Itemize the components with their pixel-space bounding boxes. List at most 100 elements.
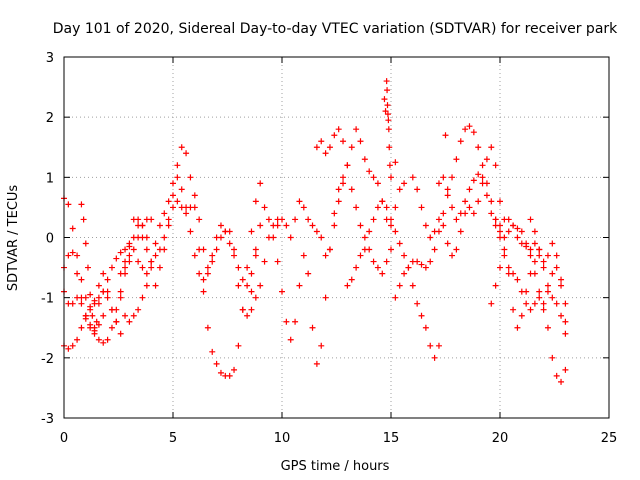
data-point (95, 321, 102, 328)
data-point (497, 198, 503, 205)
data-point (257, 180, 264, 187)
data-point (385, 126, 392, 133)
data-point (340, 174, 347, 181)
data-point (340, 180, 347, 187)
data-point (479, 180, 486, 187)
data-point (385, 117, 392, 124)
data-point (381, 96, 388, 103)
data-point (431, 246, 438, 253)
data-point (279, 216, 285, 223)
data-point (200, 246, 207, 253)
data-point (305, 270, 312, 277)
data-point (549, 354, 556, 361)
data-point (344, 282, 351, 289)
data-point (518, 240, 525, 247)
data-point (91, 324, 98, 331)
data-point (396, 186, 403, 193)
data-point (440, 174, 447, 181)
data-point (331, 210, 338, 217)
data-point (300, 204, 307, 211)
data-point (531, 258, 538, 265)
data-point (470, 177, 477, 184)
data-point (93, 318, 100, 325)
data-point (322, 294, 329, 301)
data-point (536, 288, 543, 295)
data-point (252, 294, 259, 301)
data-point (418, 261, 425, 268)
data-point (65, 201, 72, 208)
data-point (318, 234, 325, 241)
data-point (475, 144, 482, 151)
data-points (61, 78, 569, 385)
data-point (95, 336, 102, 343)
chart-title: Day 101 of 2020, Sidereal Day-to-day VTE… (53, 21, 618, 37)
data-point (536, 252, 543, 259)
data-point (501, 252, 508, 259)
data-point (200, 288, 207, 295)
data-point (156, 222, 163, 229)
data-point (82, 312, 89, 319)
data-point (248, 228, 255, 235)
x-tick-label: 5 (169, 431, 177, 446)
data-point (540, 264, 547, 271)
data-point (414, 258, 421, 265)
data-point (178, 144, 185, 151)
data-point (374, 204, 381, 211)
data-point (488, 198, 495, 205)
data-point (553, 300, 560, 307)
data-point (374, 264, 381, 271)
data-point (78, 276, 85, 283)
data-point (418, 204, 425, 211)
data-point (309, 222, 316, 229)
data-point (126, 243, 133, 250)
data-point (244, 282, 251, 289)
data-point (74, 294, 81, 301)
data-point (100, 270, 107, 277)
data-point (100, 288, 107, 295)
data-point (414, 186, 421, 193)
data-point (514, 276, 521, 283)
data-point (187, 174, 194, 181)
data-point (165, 198, 172, 205)
data-point (217, 222, 224, 229)
data-point (414, 300, 421, 307)
y-tick-label: 1 (46, 171, 54, 186)
data-point (69, 225, 76, 232)
data-point (78, 300, 85, 307)
data-point (442, 132, 449, 139)
data-point (117, 270, 124, 277)
data-point (453, 156, 460, 163)
x-tick-label: 25 (601, 431, 618, 446)
data-point (383, 78, 390, 85)
data-point (239, 276, 246, 283)
data-point (527, 216, 534, 223)
data-point (540, 306, 547, 313)
data-point (361, 156, 368, 163)
data-point (204, 270, 211, 277)
y-tick-label: -2 (41, 352, 54, 367)
data-point (87, 291, 94, 298)
data-point (126, 252, 133, 259)
data-point (505, 228, 512, 235)
data-point (497, 222, 503, 229)
data-point (100, 339, 107, 346)
grid-lines (64, 57, 609, 418)
data-point (139, 294, 146, 301)
data-point (422, 222, 429, 229)
data-point (370, 174, 377, 181)
data-point (453, 216, 460, 223)
data-point (409, 174, 416, 181)
data-point (74, 336, 81, 343)
data-point (130, 246, 137, 253)
data-point (283, 318, 290, 325)
data-point (462, 126, 469, 133)
data-point (422, 264, 429, 271)
data-point (558, 378, 565, 385)
data-point (562, 330, 569, 337)
data-point (274, 258, 281, 265)
data-point (379, 270, 386, 277)
data-point (483, 156, 490, 163)
data-point (505, 264, 512, 271)
data-point (113, 318, 120, 325)
